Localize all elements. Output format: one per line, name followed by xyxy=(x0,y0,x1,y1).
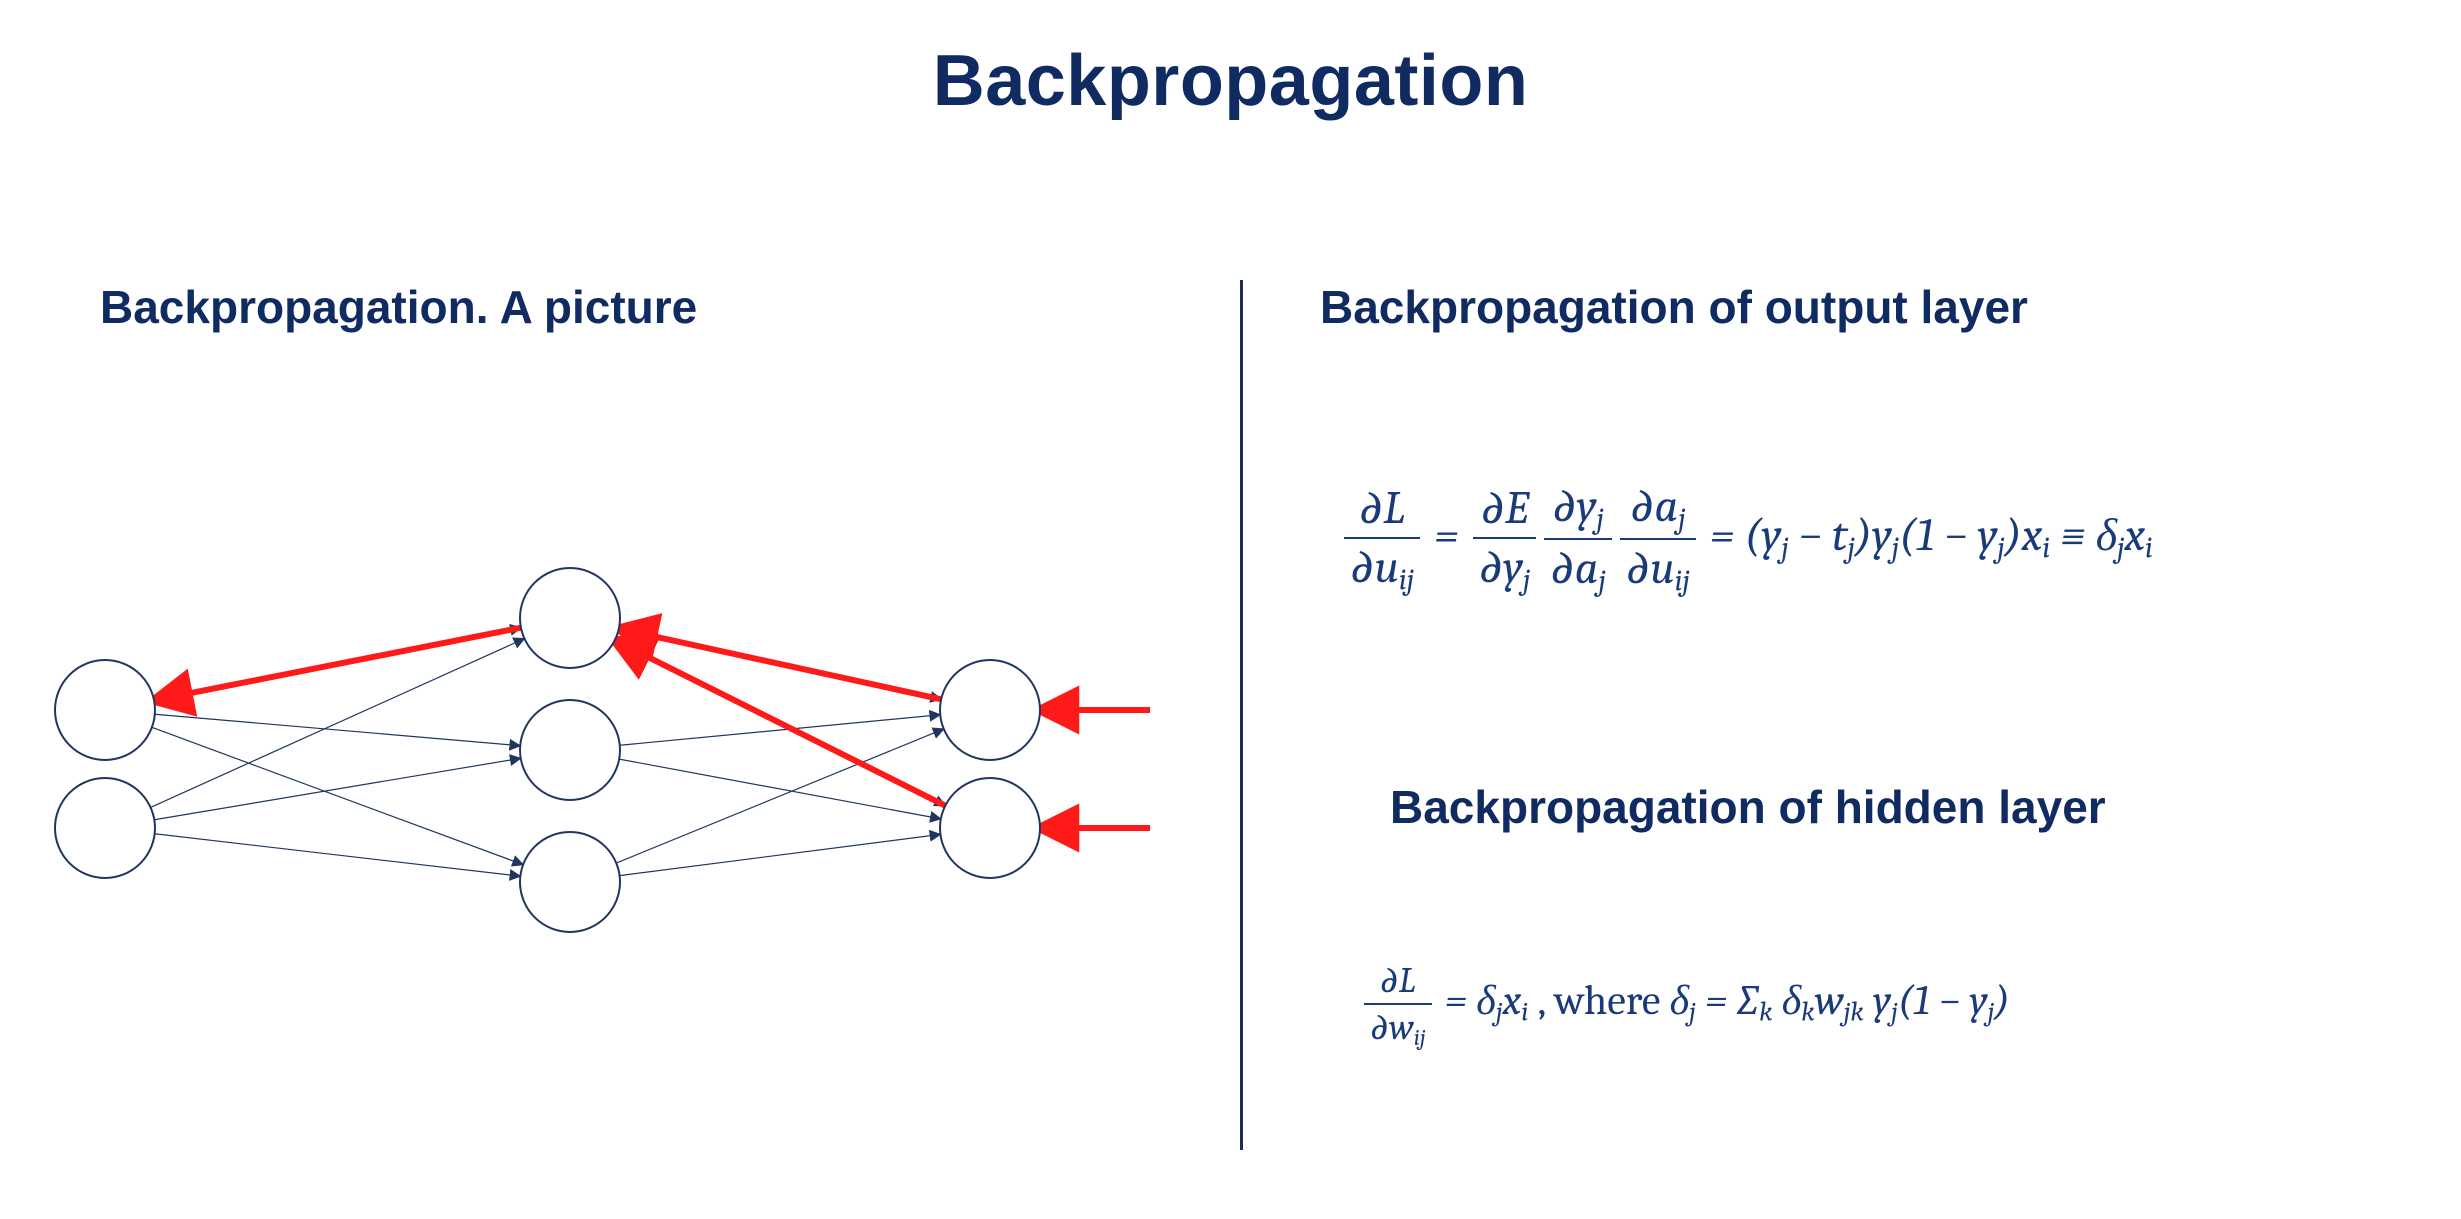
right-subtitle-hidden: Backpropagation of hidden layer xyxy=(1390,780,2106,834)
node-out0 xyxy=(940,660,1040,760)
right-subtitle-output: Backpropagation of output layer xyxy=(1320,280,2028,334)
node-hid0 xyxy=(520,568,620,668)
node-hid1 xyxy=(520,700,620,800)
network-diagram xyxy=(20,530,1180,980)
formula-output-layer: ∂L∂uij = ∂E∂yj∂yj∂aj∂aj∂uij = (yj − tj)y… xyxy=(1340,480,2153,599)
node-in1 xyxy=(55,778,155,878)
left-subtitle: Backpropagation. A picture xyxy=(100,280,697,334)
node-in0 xyxy=(55,660,155,760)
node-hid2 xyxy=(520,832,620,932)
vertical-divider xyxy=(1240,280,1243,1150)
node-out1 xyxy=(940,778,1040,878)
page-title: Backpropagation xyxy=(0,40,2461,122)
formula-hidden-layer: ∂L∂wij = δjxi , where δj = ∑k δkwjk yj(1… xyxy=(1360,960,2010,1051)
